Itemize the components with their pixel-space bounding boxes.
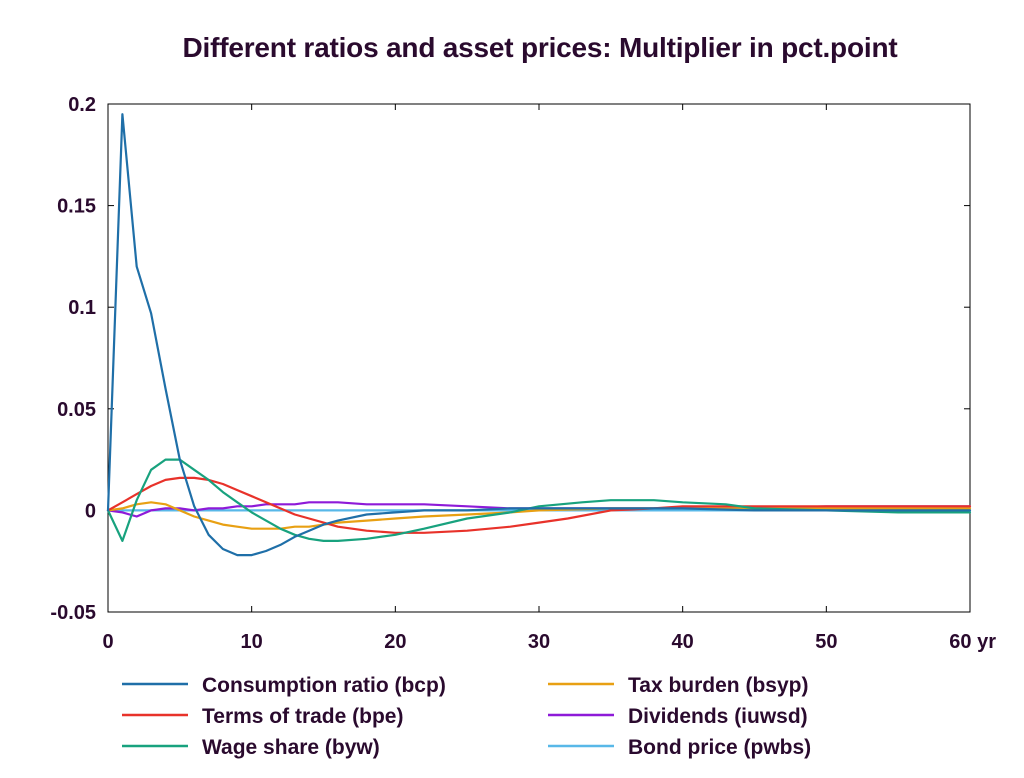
legend-label: Dividends (iuwsd) [628,705,808,728]
x-tick-label: 30 [528,631,550,653]
plot-frame [107,103,971,613]
series-line-0 [106,113,972,557]
plot-area-border [107,103,971,613]
y-tick-label: 0.05 [57,399,96,421]
legend-label: Consumption ratio (bcp) [202,674,446,697]
y-tick-label: 0.1 [68,297,96,319]
series-lines [106,113,972,557]
x-tick-label: 10 [241,631,263,653]
legend-label: Bond price (pwbs) [628,736,811,759]
x-tick-label: 60 yr [949,631,996,653]
x-tick-label: 0 [102,631,113,653]
axis-ticks: -0.05 0 0.05 0.1 0.15 0.2 0 10 20 30 40 50 60 yr [50,94,996,653]
y-tick-label: 0.15 [57,196,96,218]
legend-label: Terms of trade (bpe) [202,705,403,728]
x-tick-label: 40 [672,631,694,653]
legend-label: Tax burden (bsyp) [628,674,808,697]
legend-label: Wage share (byw) [202,736,380,759]
x-tick-label: 20 [384,631,406,653]
chart-title: Different ratios and asset prices: Multi… [182,32,898,63]
y-tick-label: -0.05 [50,602,96,624]
series-line-2 [106,458,972,543]
y-tick-label: 0 [85,500,96,522]
legend: Consumption ratio (bcp) Terms of trade (b… [122,674,811,759]
x-tick-label: 50 [815,631,837,653]
y-tick-label: 0.2 [68,94,96,116]
